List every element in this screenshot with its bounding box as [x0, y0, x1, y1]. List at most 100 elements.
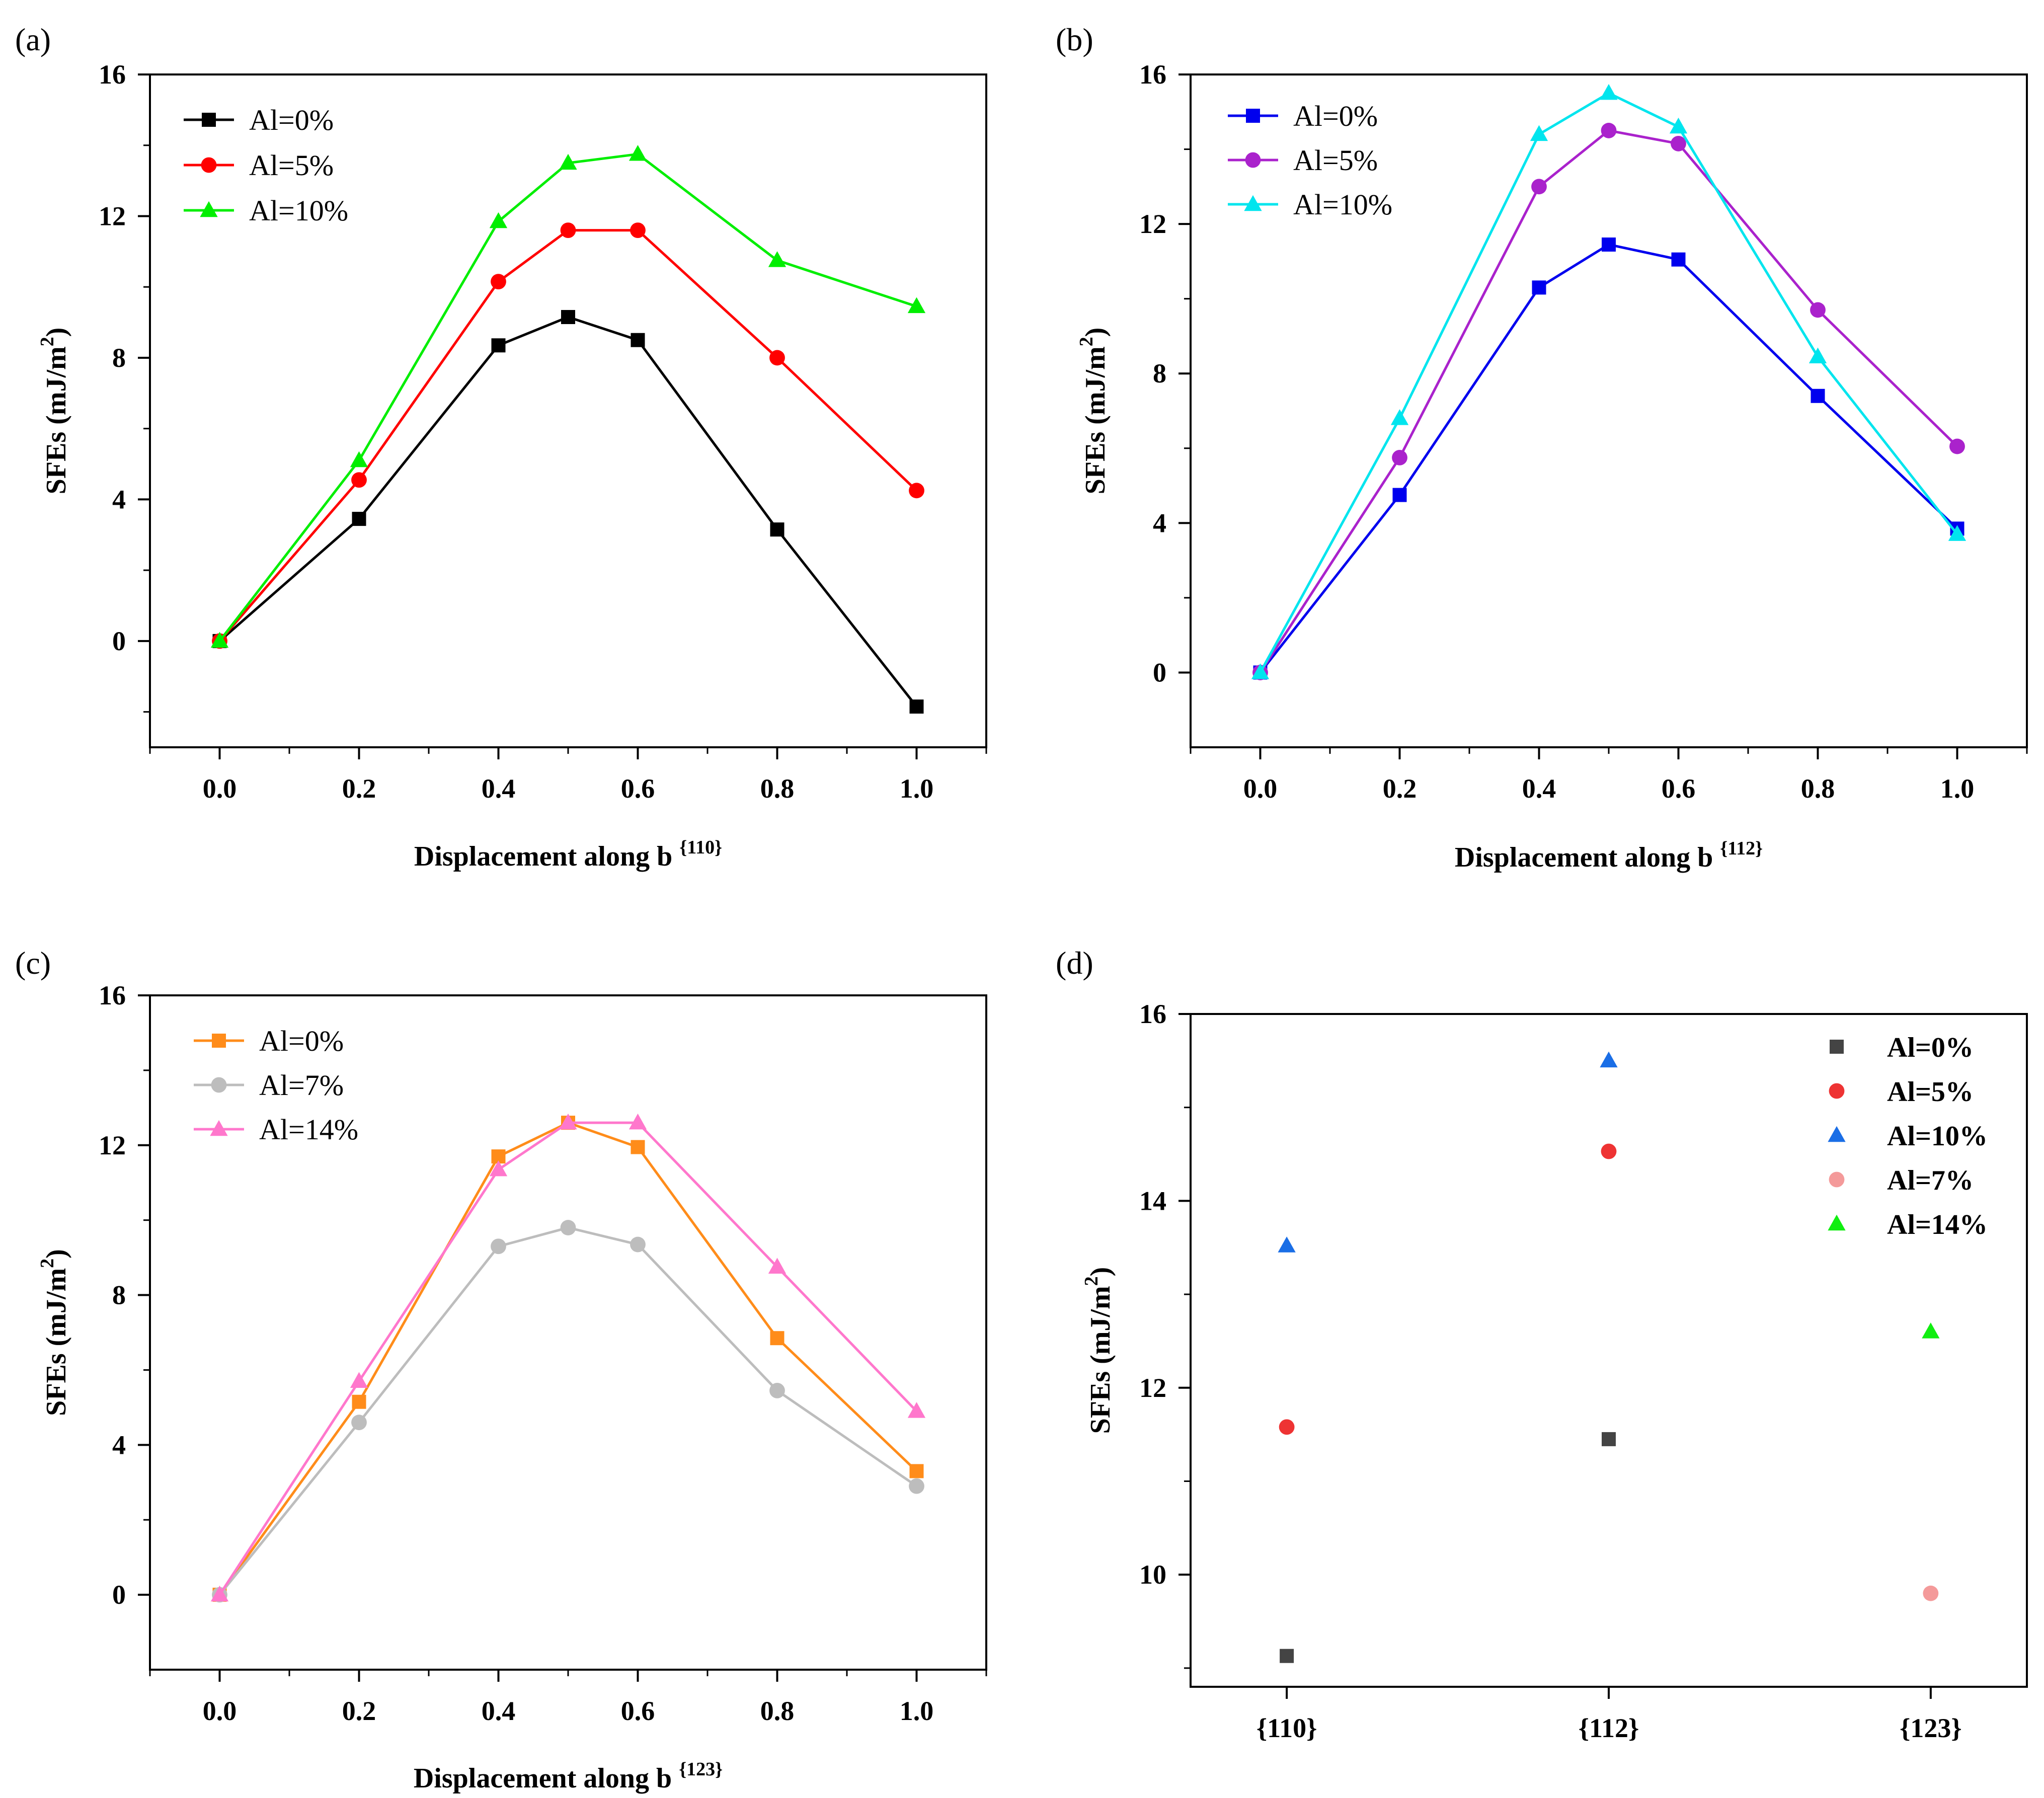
data-point-c-1: [909, 1478, 924, 1494]
legend-marker-b: [1246, 109, 1260, 123]
x-tick-label-c: 0.4: [482, 1696, 516, 1726]
y-tick-label-c: 0: [112, 1580, 126, 1610]
data-point-a-1: [630, 222, 646, 239]
legend-marker-a: [200, 201, 218, 217]
x-tick-label-a: 0.0: [203, 773, 237, 804]
data-point-c-2: [350, 1372, 368, 1388]
legend-b: Al=0% Al=5% Al=10%: [1228, 100, 1392, 221]
panel-label-c: (c): [15, 945, 51, 981]
data-point-d-3: [1923, 1585, 1939, 1601]
legend-marker-a: [201, 157, 217, 173]
y-axis-title-c: SFEs (mJ/m2): [37, 1249, 72, 1416]
data-point-d-0: [1280, 1649, 1294, 1663]
data-point-d-1: [1279, 1419, 1295, 1435]
data-point-b-2: [1390, 409, 1409, 425]
series-c-2: [210, 1113, 926, 1602]
data-point-c-1: [630, 1236, 646, 1253]
data-point-b-2: [1530, 125, 1548, 141]
data-point-a-2: [768, 251, 787, 267]
data-point-b-2: [1600, 84, 1618, 100]
legend-marker-c: [212, 1034, 226, 1048]
y-tick-label-d: 12: [1139, 1373, 1166, 1403]
legend-a: Al=0% Al=5% Al=10%: [184, 104, 348, 227]
data-point-d-0: [1602, 1432, 1616, 1446]
x-axis-title-text-b: Displacement along b: [1455, 842, 1720, 873]
y-axis-title-end-d: ): [1085, 1267, 1116, 1277]
data-point-b-1: [1531, 179, 1547, 195]
data-point-d-2: [1278, 1236, 1296, 1253]
x-tick-label-d: {112}: [1579, 1713, 1639, 1743]
series-d-0: [1280, 1432, 1616, 1663]
x-tick-label-c: 1.0: [900, 1696, 934, 1726]
y-tick-label-b: 8: [1153, 358, 1166, 388]
y-axis-title-sup-b: 2: [1076, 337, 1097, 346]
series-d-1: [1279, 1143, 1617, 1435]
x-tick-label-b: 0.6: [1662, 773, 1696, 804]
data-point-a-2: [489, 212, 508, 228]
series-d-3: [1923, 1585, 1939, 1601]
data-point-b-1: [1949, 438, 1965, 454]
x-axis-title-c: Displacement along b {123}: [414, 1759, 723, 1794]
y-tick-label-c: 4: [112, 1430, 126, 1460]
x-tick-label-b: 1.0: [1940, 773, 1975, 804]
legend-marker-d: [1829, 1171, 1845, 1188]
data-point-b-2: [1948, 525, 1967, 541]
data-point-b-1: [1392, 449, 1407, 465]
data-point-c-1: [769, 1382, 785, 1398]
plot-frame-d: [1190, 1013, 2028, 1688]
x-tick-label-c: 0.0: [203, 1696, 237, 1726]
y-axis-title-end-a: ): [41, 328, 72, 337]
series-line-a-1: [218, 229, 918, 642]
series-c-0: [212, 1116, 924, 1602]
y-tick-label-b: 4: [1153, 508, 1166, 538]
y-axis-title-text-a: SFEs (mJ/m: [41, 346, 72, 494]
legend-marker-d: [1830, 1040, 1844, 1054]
legend-label-c: Al=0%: [259, 1025, 344, 1057]
data-point-b-0: [1811, 388, 1825, 403]
data-point-c-2: [210, 1585, 229, 1602]
x-tick-label-a: 0.8: [760, 773, 795, 804]
legend-label-c: Al=14%: [259, 1113, 358, 1146]
data-point-c-1: [491, 1238, 506, 1255]
data-point-a-1: [909, 483, 924, 499]
y-axis-title-end-c: ): [41, 1249, 72, 1259]
data-point-a-0: [909, 699, 924, 714]
x-tick-label-c: 0.6: [621, 1696, 655, 1726]
y-tick-label-a: 4: [112, 484, 126, 514]
panel-label-b: (b): [1056, 22, 1093, 57]
data-point-a-2: [907, 297, 926, 314]
series-line-c-2: [218, 1121, 918, 1596]
data-point-d-4: [1922, 1322, 1940, 1339]
data-point-b-1: [1671, 136, 1686, 151]
data-point-c-2: [489, 1160, 508, 1177]
data-point-c-2: [628, 1113, 647, 1130]
y-axis-title-text-d: SFEs (mJ/m: [1085, 1286, 1116, 1434]
y-tick-label-d: 16: [1139, 999, 1166, 1029]
y-tick-label-b: 16: [1139, 59, 1166, 90]
data-point-d-2: [1600, 1051, 1618, 1068]
x-tick-label-a: 1.0: [900, 773, 934, 804]
x-tick-label-a: 0.4: [482, 773, 516, 804]
legend-marker-c: [211, 1077, 227, 1093]
data-point-a-0: [491, 338, 506, 353]
y-tick-label-a: 12: [99, 201, 126, 231]
y-tick-label-b: 12: [1139, 209, 1166, 239]
series-line-b-0: [1259, 243, 1958, 673]
x-tick-label-a: 0.6: [621, 773, 655, 804]
data-point-a-1: [769, 350, 785, 366]
data-point-c-2: [559, 1113, 577, 1130]
data-point-a-0: [770, 522, 784, 537]
data-point-a-1: [560, 222, 576, 239]
series-a-2: [210, 145, 926, 648]
y-tick-label-d: 10: [1139, 1559, 1166, 1590]
panel-c: (c) 0.0 0.2 0.4 0.6 0.8 1.0 Displacement along …: [15, 945, 987, 1794]
legend-marker-b: [1245, 152, 1261, 168]
data-point-c-1: [351, 1415, 367, 1431]
series-line-a-0: [218, 316, 918, 708]
data-point-c-0: [909, 1464, 924, 1478]
series-line-c-1: [218, 1226, 917, 1596]
data-point-a-0: [352, 512, 366, 526]
legend-label-b: Al=10%: [1293, 188, 1392, 221]
data-point-b-0: [1392, 488, 1407, 502]
